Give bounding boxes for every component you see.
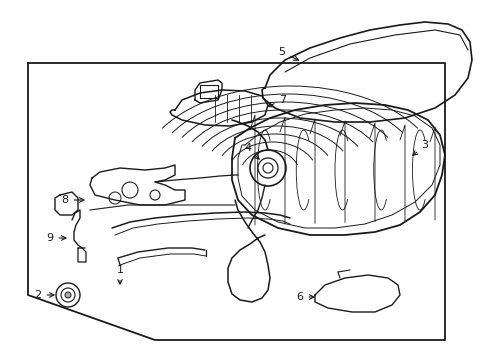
Text: 8: 8 bbox=[61, 195, 84, 205]
Text: 6: 6 bbox=[296, 292, 314, 302]
Text: 7: 7 bbox=[268, 95, 287, 107]
Text: 2: 2 bbox=[34, 290, 54, 300]
Text: 5: 5 bbox=[278, 47, 298, 60]
Text: 3: 3 bbox=[413, 140, 428, 156]
Text: 9: 9 bbox=[47, 233, 66, 243]
Text: 4: 4 bbox=[245, 143, 259, 159]
Text: 1: 1 bbox=[117, 265, 123, 284]
Circle shape bbox=[65, 292, 71, 298]
